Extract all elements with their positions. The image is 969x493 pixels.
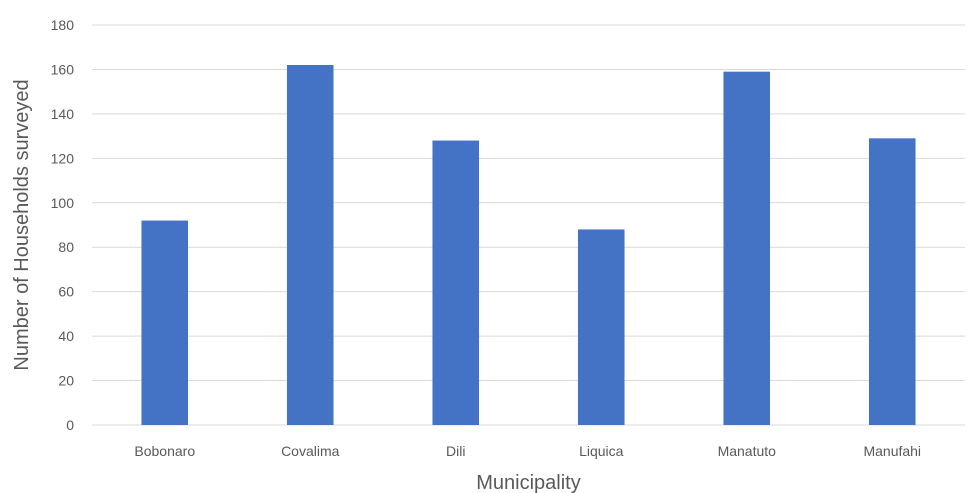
y-tick-label: 140 — [51, 106, 75, 122]
bar-manatuto — [723, 71, 771, 426]
x-tick-label-manatuto: Manatuto — [718, 443, 777, 459]
y-tick-label: 20 — [58, 373, 74, 389]
y-tick-label: 80 — [58, 239, 74, 255]
bar-covalima — [286, 65, 334, 425]
x-tick-label-manufahi: Manufahi — [863, 443, 921, 459]
x-tick-label-dili: Dili — [446, 443, 465, 459]
bar-manufahi — [868, 138, 916, 426]
bar-liquica — [577, 229, 625, 425]
x-tick-label-bobonaro: Bobonaro — [134, 443, 195, 459]
y-tick-label: 100 — [51, 195, 75, 211]
x-axis-tick-labels: Bobonaro Covalima Dili Liquica Manatuto Manuf… — [134, 443, 921, 459]
y-axis-title: Number of Households surveyed — [11, 79, 33, 370]
bars — [141, 65, 916, 426]
y-tick-label: 60 — [58, 284, 74, 300]
gridlines — [92, 24, 965, 426]
y-tick-label: 40 — [58, 328, 74, 344]
y-tick-label: 160 — [51, 61, 75, 77]
y-tick-label: 120 — [51, 150, 75, 166]
bar-bobonaro — [141, 220, 189, 425]
bar-dili — [432, 140, 480, 426]
x-tick-label-liquica: Liquica — [579, 443, 624, 459]
y-tick-label: 0 — [66, 417, 74, 433]
y-tick-label: 180 — [51, 17, 75, 33]
x-tick-label-covalima: Covalima — [281, 443, 340, 459]
x-axis-title: Municipality — [476, 472, 580, 493]
y-axis-tick-labels: 0 20 40 60 80 100 120 140 160 180 — [51, 17, 75, 433]
